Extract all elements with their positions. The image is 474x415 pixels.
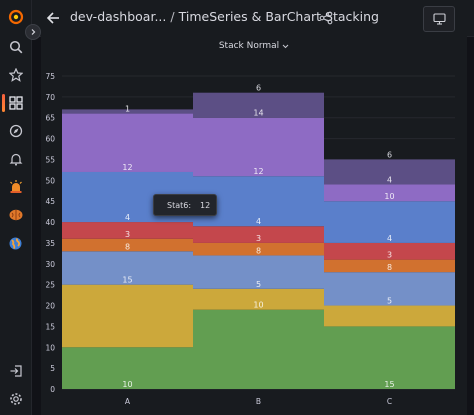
bar-segment bbox=[324, 201, 455, 243]
arrow-left-icon bbox=[46, 12, 59, 24]
back-button[interactable] bbox=[44, 9, 62, 27]
bar-segment bbox=[324, 259, 455, 273]
bar-value-label: 6 bbox=[256, 84, 261, 93]
y-tick-label: 5 bbox=[50, 364, 55, 373]
share-icon[interactable] bbox=[319, 10, 335, 26]
y-tick-label: 65 bbox=[45, 114, 55, 123]
x-tick-label: A bbox=[125, 397, 131, 406]
tooltip-label: Stat6: bbox=[167, 200, 192, 210]
y-tick-label: 25 bbox=[45, 281, 55, 290]
bar-chart: 0510152025303540455055606570751015834121… bbox=[45, 72, 455, 406]
chart-tooltip: Stat6: 12 bbox=[153, 194, 217, 216]
bar-value-label: 8 bbox=[387, 263, 392, 272]
y-tick-label: 10 bbox=[45, 343, 55, 352]
bar-segment bbox=[62, 113, 193, 172]
bar-value-label: 6 bbox=[387, 150, 392, 159]
bar-segment bbox=[193, 255, 324, 289]
star-icon[interactable] bbox=[0, 62, 31, 88]
bar-segment bbox=[193, 226, 324, 243]
y-tick-label: 55 bbox=[45, 155, 55, 164]
y-tick-label: 45 bbox=[45, 197, 55, 206]
globe-icon[interactable] bbox=[0, 230, 31, 256]
panel-title: Stack Normal bbox=[218, 41, 280, 51]
y-tick-label: 75 bbox=[45, 72, 55, 81]
y-tick-label: 30 bbox=[45, 260, 55, 269]
breadcrumb-separator: / bbox=[170, 9, 175, 24]
breadcrumb-folder[interactable]: dev-dashboar... bbox=[70, 9, 167, 24]
y-tick-label: 0 bbox=[50, 385, 55, 394]
bar-segment bbox=[193, 242, 324, 256]
y-tick-label: 15 bbox=[45, 322, 55, 331]
bar-segment bbox=[324, 184, 455, 202]
bar-segment bbox=[62, 109, 193, 114]
kiosk-mode-button[interactable] bbox=[423, 6, 455, 32]
sidebar-toggle-button[interactable] bbox=[25, 24, 41, 40]
bar-value-label: 15 bbox=[384, 380, 394, 389]
chevron-down-icon bbox=[282, 44, 289, 48]
gear-icon[interactable] bbox=[0, 386, 31, 412]
bar-value-label: 12 bbox=[122, 163, 132, 172]
bar-value-label: 3 bbox=[256, 234, 261, 243]
brain-icon[interactable] bbox=[0, 202, 31, 228]
grafana-logo-icon[interactable] bbox=[0, 4, 31, 30]
bar-value-label: 1 bbox=[125, 105, 130, 114]
bar-value-label: 4 bbox=[256, 217, 261, 226]
bar-segment bbox=[324, 242, 455, 260]
monitor-icon bbox=[432, 13, 446, 25]
active-indicator bbox=[2, 94, 5, 112]
x-tick-label: C bbox=[387, 397, 392, 406]
bar-value-label: 4 bbox=[125, 213, 130, 222]
bar-value-label: 12 bbox=[253, 167, 263, 176]
bar-value-label: 3 bbox=[125, 230, 130, 239]
bar-segment bbox=[62, 238, 193, 252]
bar-value-label: 3 bbox=[387, 251, 392, 260]
alerting-icon[interactable] bbox=[0, 146, 31, 172]
bar-value-label: 5 bbox=[256, 280, 261, 289]
panel-title-button[interactable]: Stack Normal bbox=[41, 41, 467, 51]
bar-segment bbox=[193, 117, 324, 177]
bar-segment bbox=[62, 347, 193, 389]
alarm-icon[interactable] bbox=[0, 174, 31, 200]
bar-value-label: 8 bbox=[256, 246, 261, 255]
y-tick-label: 20 bbox=[45, 302, 55, 311]
bar-value-label: 10 bbox=[384, 192, 394, 201]
sidebar bbox=[0, 0, 32, 415]
bar-segment bbox=[62, 222, 193, 239]
chart-panel: Stack Normal 0 5 10 15 20 25 30 35 40 45 50 55 60 65 7… bbox=[41, 36, 467, 415]
bar-value-label: 4 bbox=[387, 176, 392, 185]
bar-value-label: 14 bbox=[253, 109, 263, 118]
y-tick-label: 70 bbox=[45, 93, 55, 102]
bar-segment bbox=[193, 288, 324, 310]
y-tick-label: 40 bbox=[45, 218, 55, 227]
y-tick-label: 50 bbox=[45, 176, 55, 185]
y-tick-label: 60 bbox=[45, 135, 55, 144]
dashboard-title[interactable]: TimeSeries & BarChart Stacking bbox=[178, 9, 379, 24]
x-tick-label: B bbox=[256, 397, 261, 406]
bar-segment bbox=[193, 309, 324, 389]
bar-value-label: 10 bbox=[253, 301, 263, 310]
bar-value-label: 10 bbox=[122, 380, 132, 389]
bar-segment bbox=[62, 251, 193, 285]
tooltip-value: 12 bbox=[200, 200, 211, 210]
dashboards-icon[interactable] bbox=[0, 90, 31, 116]
sign-in-icon[interactable] bbox=[0, 358, 31, 384]
bar-segment bbox=[62, 284, 193, 348]
bar-value-label: 4 bbox=[387, 234, 392, 243]
bar-segment bbox=[324, 272, 455, 306]
bar-segment bbox=[324, 305, 455, 327]
bar-segment bbox=[324, 326, 455, 389]
bar-value-label: 15 bbox=[122, 276, 132, 285]
explore-icon[interactable] bbox=[0, 118, 31, 144]
bar-value-label: 8 bbox=[125, 242, 130, 251]
bar-segment bbox=[193, 92, 324, 118]
y-tick-label: 35 bbox=[45, 239, 55, 248]
top-navbar: dev-dashboar... / TimeSeries & BarChart … bbox=[32, 0, 474, 37]
chevron-right-icon bbox=[31, 29, 36, 35]
bar-segment bbox=[324, 159, 455, 185]
search-icon[interactable] bbox=[0, 34, 31, 60]
bar-value-label: 5 bbox=[387, 297, 392, 306]
